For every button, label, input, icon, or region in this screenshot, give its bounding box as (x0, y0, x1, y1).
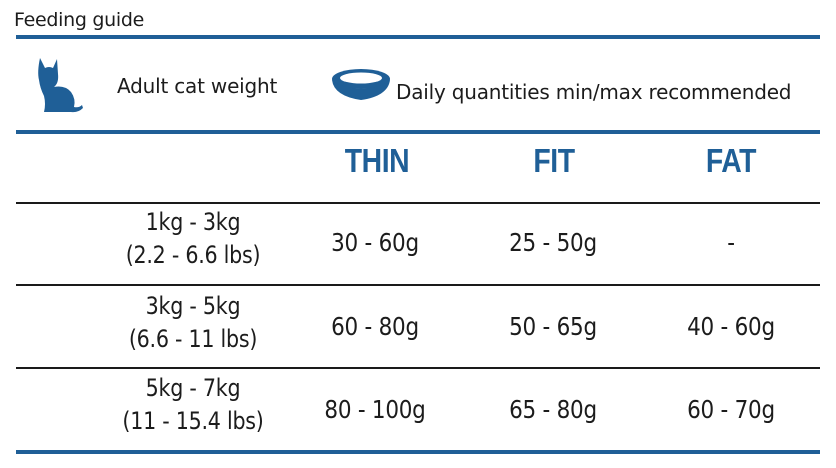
bottom-divider (16, 450, 820, 454)
row-divider (16, 284, 820, 286)
row-divider (16, 202, 820, 204)
row-1-fit: 25 - 50g (509, 228, 597, 257)
row-1-weight: 1kg - 3kg (2.2 - 6.6 lbs) (86, 206, 301, 272)
row-1-thin: 30 - 60g (331, 228, 419, 257)
cat-icon (32, 56, 84, 118)
column-thin: THIN (344, 142, 410, 179)
quantity-column-label: Daily quantities min/max recommended (396, 80, 792, 104)
row-2-thin: 60 - 80g (331, 312, 419, 341)
food-bowl-icon (331, 68, 391, 106)
header-divider (16, 130, 820, 134)
row-1-weight-kg: 1kg - 3kg (145, 208, 241, 236)
top-divider (16, 35, 820, 39)
row-3-weight-kg: 5kg - 7kg (145, 374, 241, 402)
row-1-weight-lbs: (2.2 - 6.6 lbs) (125, 241, 261, 269)
column-fit: FIT (533, 142, 575, 179)
row-3-fit: 65 - 80g (509, 395, 597, 424)
row-1-fat: - (727, 228, 735, 257)
row-2-weight-lbs: (6.6 - 11 lbs) (128, 325, 258, 353)
column-fat: FAT (705, 142, 757, 179)
row-3-fat: 60 - 70g (687, 395, 775, 424)
row-3-weight-lbs: (11 - 15.4 lbs) (122, 407, 264, 435)
row-2-weight-kg: 3kg - 5kg (145, 292, 241, 320)
row-2-weight: 3kg - 5kg (6.6 - 11 lbs) (86, 290, 301, 356)
row-2-fat: 40 - 60g (687, 312, 775, 341)
row-2-fit: 50 - 65g (509, 312, 597, 341)
row-3-weight: 5kg - 7kg (11 - 15.4 lbs) (86, 372, 301, 438)
row-3-thin: 80 - 100g (324, 395, 426, 424)
page-title: Feeding guide (14, 9, 144, 31)
weight-column-label: Adult cat weight (117, 74, 278, 98)
row-divider (16, 367, 820, 369)
